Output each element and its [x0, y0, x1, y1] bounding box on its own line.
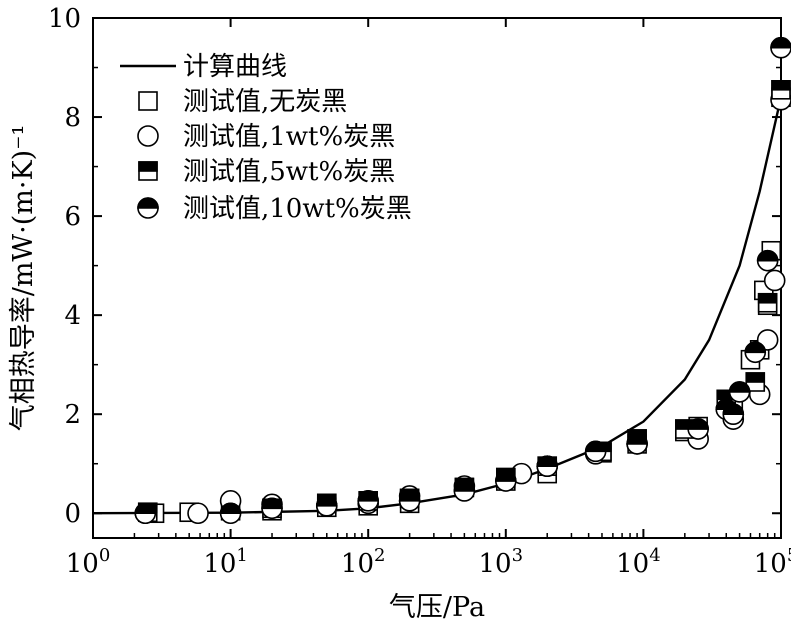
legend-label: 测试值,无炭黑 [183, 87, 347, 117]
marker-fill [626, 433, 648, 445]
marker-fill [219, 502, 242, 515]
x-tick-label: 102 [341, 545, 386, 579]
data-point [453, 480, 476, 502]
marker-fill [137, 197, 159, 209]
marker-fill [771, 80, 791, 91]
legend-label: 测试值,10wt%炭黑 [183, 194, 412, 224]
marker-fill [722, 403, 745, 415]
x-tick-base: 10 [341, 549, 374, 579]
marker-fill [138, 161, 158, 172]
x-tick-exponent: 2 [374, 545, 385, 566]
data-point [687, 418, 709, 440]
marker-fill [745, 372, 766, 383]
x-tick-base: 10 [479, 549, 512, 579]
y-tick-label: 0 [64, 499, 81, 529]
marker-fill [687, 418, 709, 430]
y-tick-label: 2 [64, 400, 81, 430]
marker-fill [453, 480, 476, 492]
marker-fill [584, 440, 607, 453]
marker-fill [757, 292, 778, 304]
data-point [584, 440, 607, 463]
marker-fill [744, 341, 767, 354]
x-tick-exponent: 0 [99, 545, 110, 566]
data-point [315, 495, 338, 517]
legend-label: 测试值,1wt%炭黑 [183, 122, 395, 152]
y-tick-label: 10 [48, 4, 81, 34]
x-tick-base: 10 [66, 549, 99, 579]
data-point [494, 470, 517, 492]
x-tick-label: 103 [479, 545, 524, 579]
y-axis-title: 气相热导率/mW·(m·K)⁻¹ [8, 125, 39, 432]
y-axis: 0 2 4 6 8 10 [48, 4, 781, 529]
series-open-circle [134, 88, 791, 525]
legend-label: 测试值,5wt%炭黑 [183, 157, 395, 187]
data-point [187, 502, 209, 525]
x-tick-exponent: 1 [236, 545, 247, 566]
y-tick-label: 6 [64, 202, 81, 232]
data-point [357, 490, 380, 512]
x-tick-base: 10 [754, 549, 787, 579]
marker-fill [770, 36, 791, 49]
legend-label: 计算曲线 [183, 52, 287, 82]
data-point [134, 502, 157, 525]
data-point [745, 372, 766, 392]
marker-fill [756, 249, 779, 262]
data-point [770, 36, 791, 59]
data-point [744, 341, 767, 364]
marker-fill [536, 455, 559, 467]
legend: 计算曲线测试值,无炭黑测试值,1wt%炭黑测试值,5wt%炭黑测试值,10wt%… [120, 52, 412, 224]
marker-fill [315, 495, 338, 507]
x-tick-exponent: 5 [787, 545, 791, 566]
legend-marker [137, 125, 159, 147]
data-point [728, 381, 751, 403]
legend-marker [138, 161, 158, 181]
data-point [626, 433, 648, 455]
data-point [771, 80, 791, 100]
x-tick-exponent: 3 [512, 545, 523, 566]
y-tick-label: 8 [64, 103, 81, 133]
x-tick-label: 104 [616, 545, 661, 579]
series-layer [92, 36, 791, 525]
x-tick-label: 105 [754, 545, 791, 579]
data-point [722, 403, 745, 425]
data-point [219, 502, 242, 525]
data-point [763, 269, 786, 292]
x-tick-label: 100 [66, 545, 111, 579]
series-half-filled-circle [134, 36, 791, 525]
data-point [756, 249, 779, 272]
legend-marker [137, 197, 159, 219]
x-axis-title: 气压/Pa [389, 592, 485, 623]
x-tick-base: 10 [203, 549, 236, 579]
x-tick-label: 101 [203, 545, 248, 579]
marker-fill [398, 490, 421, 502]
marker-fill [494, 470, 517, 482]
series-open-square [144, 87, 791, 524]
marker-fill [728, 381, 751, 393]
marker-fill [134, 502, 157, 515]
x-tick-exponent: 4 [649, 545, 660, 566]
data-point [261, 497, 283, 520]
data-point [536, 455, 559, 477]
x-axis: 100101102103104105 [66, 18, 791, 579]
marker-fill [261, 497, 283, 510]
y-tick-label: 4 [64, 301, 81, 331]
x-tick-base: 10 [616, 549, 649, 579]
data-point [757, 292, 778, 313]
legend-marker [138, 91, 158, 111]
marker-fill [357, 490, 380, 502]
data-point [398, 490, 421, 512]
